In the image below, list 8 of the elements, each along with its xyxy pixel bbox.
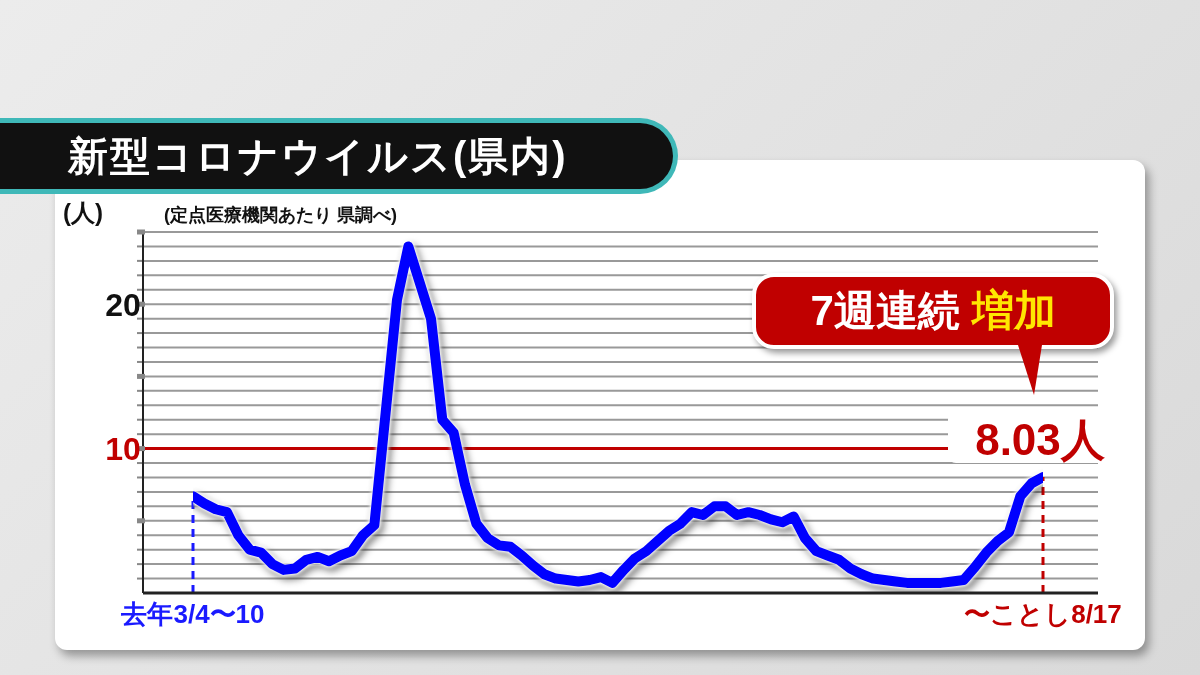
text: (定点医療機関あたり 県調べ) — [160, 203, 401, 227]
annotation: 7週連続 増加 — [810, 286, 1056, 336]
y-tick-label: 20 — [105, 286, 141, 323]
x-tick-label: 去年3/4〜10 — [120, 599, 265, 629]
y-tick-label: 10 — [105, 431, 141, 468]
x-tick-label: 〜ことし8/17 — [964, 599, 1122, 629]
y-axis-title: (人) — [63, 199, 103, 227]
annotation: 8.03人 — [975, 415, 1105, 465]
